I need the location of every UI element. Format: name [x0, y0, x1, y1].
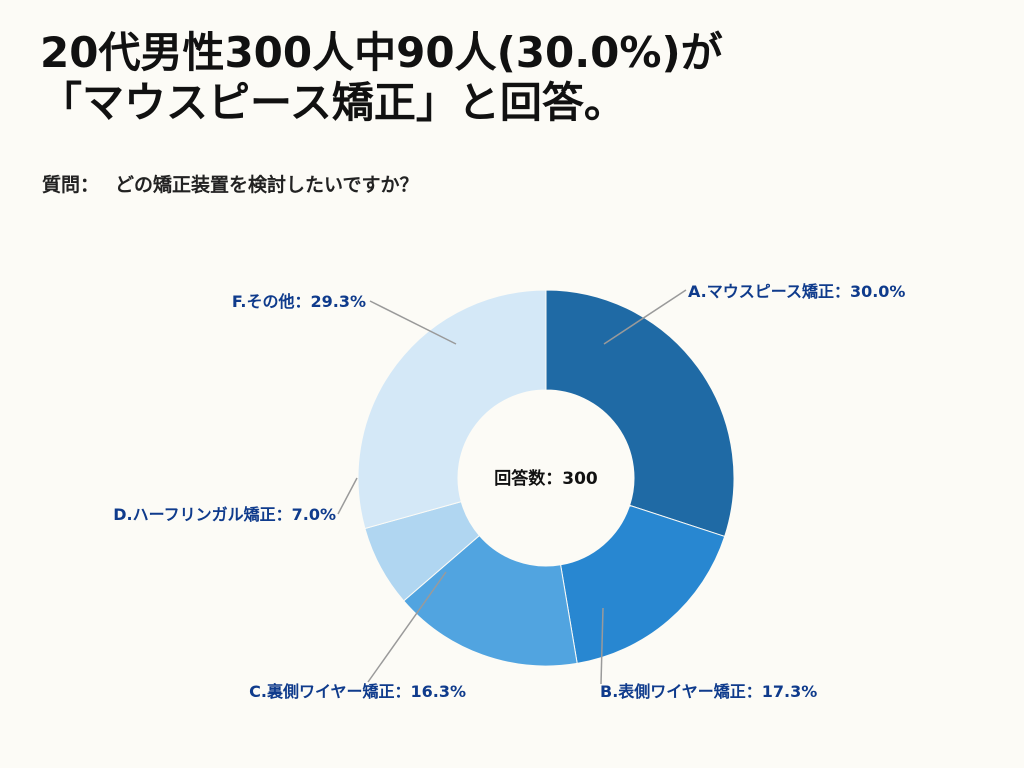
slice-label-a: A.マウスピース矯正：30.0%: [688, 282, 905, 301]
chart-title: 20代男性300人中90人(30.0%)が 「マウスピース矯正」と回答。: [40, 28, 1000, 128]
center-label: 回答数：300: [494, 468, 598, 489]
question: 質問： どの矯正装置を検討したいですか？: [42, 170, 418, 197]
slice-label-e: F.その他：29.3%: [232, 292, 366, 311]
title-line-1: 20代男性300人中90人(30.0%)が: [40, 28, 723, 77]
leader-line-d: [337, 477, 358, 515]
title-line-2: 「マウスピース矯正」と回答。: [40, 78, 626, 127]
donut-slice-b: [560, 504, 726, 664]
donut-slice-a: [545, 289, 735, 538]
leader-line-b: [600, 607, 604, 685]
slice-label-d: D.ハーフリンガル矯正：7.0%: [113, 505, 336, 524]
leader-line-e: [369, 300, 457, 345]
slice-label-c: C.裏側ワイヤー矯正：16.3%: [249, 682, 466, 701]
donut-slice-e: [357, 289, 547, 530]
leader-line-c: [367, 571, 447, 683]
leader-line-a: [603, 289, 687, 345]
slice-label-b: B.表側ワイヤー矯正：17.3%: [600, 682, 817, 701]
question-label: 質問：: [42, 174, 100, 196]
donut-slice-c: [403, 534, 578, 667]
question-text: どの矯正装置を検討したいですか？: [115, 174, 419, 196]
